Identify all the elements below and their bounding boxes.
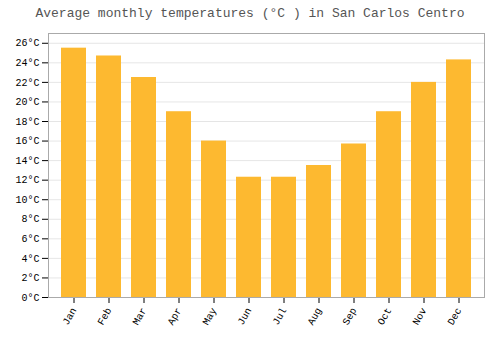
svg-text:6°C: 6°C bbox=[21, 234, 39, 245]
svg-text:Sep: Sep bbox=[341, 306, 360, 327]
svg-text:16°C: 16°C bbox=[15, 136, 39, 147]
svg-text:24°C: 24°C bbox=[15, 58, 39, 69]
svg-text:26°C: 26°C bbox=[15, 38, 39, 49]
svg-text:4°C: 4°C bbox=[21, 254, 39, 265]
svg-text:0°C: 0°C bbox=[21, 293, 39, 304]
svg-text:Oct: Oct bbox=[376, 306, 395, 327]
svg-text:Jul: Jul bbox=[271, 306, 290, 327]
svg-text:Jan: Jan bbox=[61, 306, 80, 327]
html-text:Average monthly temperatures (: Average monthly temperatures (°C ) in Sa… bbox=[35, 6, 465, 21]
svg-text:10°C: 10°C bbox=[15, 195, 39, 206]
svg-text:18°C: 18°C bbox=[15, 117, 39, 128]
svg-text:Jun: Jun bbox=[236, 306, 255, 327]
svg-text:Aug: Aug bbox=[306, 306, 325, 327]
svg-text:12°C: 12°C bbox=[15, 175, 39, 186]
svg-text:8°C: 8°C bbox=[21, 214, 39, 225]
svg-text:Feb: Feb bbox=[96, 306, 115, 327]
svg-text:Apr: Apr bbox=[166, 306, 185, 327]
svg-text:May: May bbox=[201, 306, 220, 327]
svg-text:Dec: Dec bbox=[446, 306, 465, 327]
svg-text:14°C: 14°C bbox=[15, 156, 39, 167]
svg-text:20°C: 20°C bbox=[15, 97, 39, 108]
svg-text:Mar: Mar bbox=[131, 306, 150, 327]
svg-text:2°C: 2°C bbox=[21, 273, 39, 284]
svg-text:Nov: Nov bbox=[411, 306, 430, 327]
svg-text:22°C: 22°C bbox=[15, 78, 39, 89]
